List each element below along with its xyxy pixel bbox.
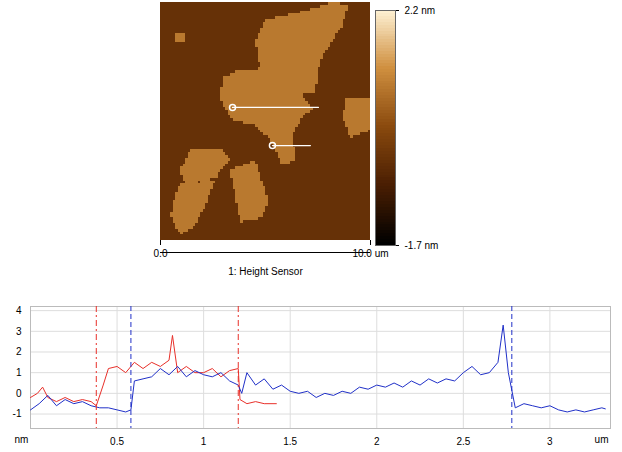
svg-text:4: 4 <box>16 305 22 316</box>
svg-text:2: 2 <box>16 346 22 357</box>
svg-text:nm: nm <box>15 434 29 445</box>
svg-text:0: 0 <box>16 388 22 399</box>
svg-text:2: 2 <box>374 436 380 447</box>
svg-text:0.5: 0.5 <box>110 436 124 447</box>
svg-text:3: 3 <box>16 326 22 337</box>
svg-text:2.5: 2.5 <box>456 436 470 447</box>
svg-text:1: Height Sensor: 1: Height Sensor <box>228 266 303 277</box>
svg-text:1: 1 <box>201 436 207 447</box>
svg-text:0.0: 0.0 <box>154 248 168 259</box>
svg-text:3: 3 <box>547 436 553 447</box>
svg-text:-1: -1 <box>13 408 22 419</box>
svg-text:um: um <box>595 434 609 445</box>
svg-text:-1.7 nm: -1.7 nm <box>405 240 439 251</box>
svg-text:1.5: 1.5 <box>283 436 297 447</box>
svg-text:1: 1 <box>16 367 22 378</box>
svg-text:10.0 um: 10.0 um <box>352 248 388 259</box>
svg-text:2.2 nm: 2.2 nm <box>405 5 436 16</box>
